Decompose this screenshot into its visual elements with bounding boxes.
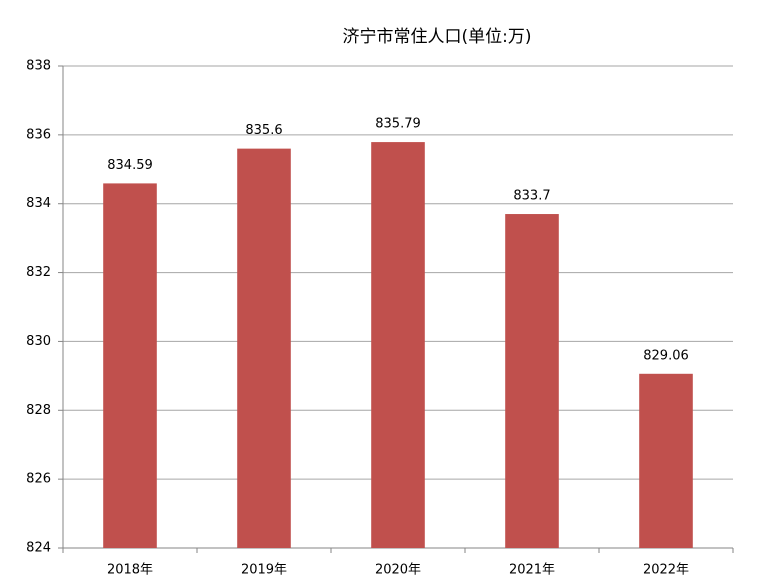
data-label: 834.59: [107, 158, 153, 173]
bar: [639, 373, 693, 548]
y-tick-label: 824: [26, 541, 51, 556]
bar: [505, 214, 559, 549]
y-tick-label: 838: [26, 59, 51, 74]
y-tick-label: 828: [26, 403, 51, 418]
bar: [103, 183, 157, 548]
bar: [237, 148, 291, 548]
data-label: 835.79: [375, 117, 421, 132]
y-tick-label: 836: [26, 127, 51, 142]
y-tick-label: 834: [26, 196, 51, 211]
x-tick-label: 2018年: [107, 563, 153, 578]
y-tick-label: 826: [26, 472, 51, 487]
x-tick-label: 2022年: [643, 563, 689, 578]
y-tick-label: 832: [26, 265, 51, 280]
chart-title: 济宁市常住人口(单位:万): [343, 27, 532, 47]
y-tick-label: 830: [26, 334, 51, 349]
x-tick-label: 2019年: [241, 563, 287, 578]
x-tick-label: 2020年: [375, 563, 421, 578]
x-tick-label: 2021年: [509, 563, 555, 578]
data-label: 829.06: [643, 348, 689, 363]
data-label: 835.6: [245, 123, 282, 138]
bar: [371, 142, 425, 548]
data-label: 833.7: [513, 189, 550, 204]
